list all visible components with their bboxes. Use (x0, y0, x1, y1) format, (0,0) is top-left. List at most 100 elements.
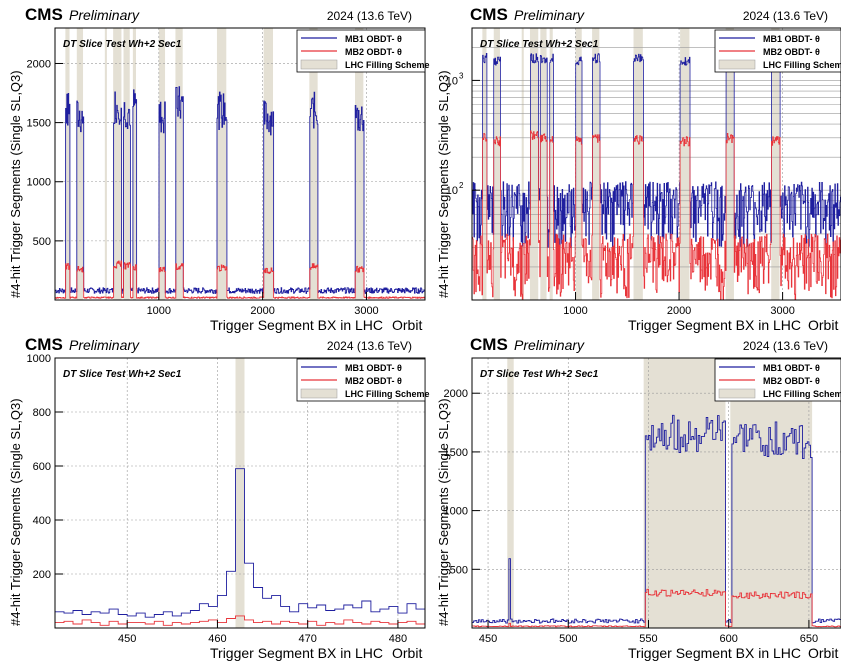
filling-band (158, 28, 166, 300)
preliminary-label: Preliminary (69, 337, 140, 353)
x-tick-label: 470 (299, 633, 317, 645)
x-axis-label: Trigger Segment BX in LHC (628, 645, 801, 661)
filling-band (521, 28, 524, 300)
x-axis-label-suffix: Orbit (808, 645, 838, 661)
filling-band (730, 358, 813, 628)
x-tick-label: 2000 (667, 305, 691, 317)
x-tick-label: 3000 (770, 305, 794, 317)
filling-band (643, 358, 726, 628)
energy-label: 2024 (13.6 TeV) (327, 9, 412, 23)
series-mb1 (55, 468, 425, 618)
legend-mb2-label: MB2 OBDT- θ (345, 376, 402, 386)
series-mb2 (472, 588, 841, 628)
filling-band (175, 28, 183, 300)
x-tick-label: 550 (639, 633, 657, 645)
legend-filling-swatch (300, 388, 338, 399)
legend-filling-label: LHC Filling Scheme (345, 389, 430, 399)
filling-band (771, 28, 780, 300)
x-tick-label: 450 (118, 633, 136, 645)
legend-filling-label: LHC Filling Scheme (345, 60, 430, 70)
filling-band (575, 28, 582, 300)
filling-band (235, 358, 245, 628)
chart-panel-1: CMS Preliminary 2024 (13.6 TeV) 1000 2000 300… (8, 5, 430, 333)
plot-frame (471, 357, 841, 629)
legend-mb1-label: MB1 OBDT- θ (763, 34, 820, 44)
series-mb1 (472, 414, 841, 624)
plot-frame (54, 27, 426, 301)
filling-band (482, 28, 487, 300)
x-axis-label: Trigger Segment BX in LHC (210, 645, 383, 661)
plot-title: DT Slice Test Wh+2 Sec1 (63, 369, 182, 380)
y-tick-exponent: 2 (459, 181, 464, 190)
y-axis-label: #4-hit Trigger Segments (Single SL,Q3) (436, 70, 451, 298)
legend-filling-label: LHC Filling Scheme (763, 389, 841, 399)
x-axis-label-suffix: Orbit (392, 317, 422, 333)
legend-mb1-label: MB1 OBDT- θ (345, 34, 402, 44)
filling-band (355, 28, 364, 300)
energy-label: 2024 (13.6 TeV) (743, 9, 828, 23)
chart-panel-2: CMS Preliminary 2024 (13.6 TeV) 1000 2000 300… (436, 5, 841, 333)
filling-band (633, 28, 643, 300)
series-mb1 (55, 86, 425, 294)
x-tick-label: 600 (720, 633, 738, 645)
x-tick-label: 1000 (147, 305, 171, 317)
filling-band (216, 28, 227, 300)
chart-panel-4: CMS Preliminary 2024 (13.6 TeV) 450 500 550 60… (436, 335, 841, 661)
preliminary-label: Preliminary (514, 7, 585, 23)
x-axis-label: Trigger Segment BX in LHC (628, 317, 801, 333)
y-axis-label: #4-hit Trigger Segments (Single SL,Q3) (8, 398, 23, 626)
y-tick-label: 2000 (444, 388, 468, 400)
y-axis-label: #4-hit Trigger Segments (Single SL,Q3) (8, 70, 23, 298)
filling-band (549, 28, 553, 300)
y-tick-label: 800 (33, 407, 51, 419)
y-tick-label: 1000 (444, 506, 468, 518)
filling-band (132, 28, 136, 300)
filling-band (113, 28, 122, 300)
filling-band (529, 28, 539, 300)
legend-filling-label: LHC Filling Scheme (763, 60, 841, 70)
cms-label: CMS (25, 5, 63, 24)
legend-mb2-label: MB2 OBDT- θ (763, 47, 820, 57)
filling-band (507, 358, 514, 628)
preliminary-label: Preliminary (69, 7, 140, 23)
filling-band (680, 28, 690, 300)
x-tick-label: 500 (559, 633, 577, 645)
x-axis-label-suffix: Orbit (392, 645, 422, 661)
series-mb2 (472, 130, 841, 300)
y-tick-label: 500 (450, 564, 468, 576)
energy-label: 2024 (13.6 TeV) (743, 339, 828, 353)
series-mb1 (472, 53, 841, 248)
cms-label: CMS (25, 335, 63, 354)
y-tick-label: 200 (33, 569, 51, 581)
series-mb2 (55, 260, 425, 299)
x-tick-label: 460 (208, 633, 226, 645)
legend-mb1-label: MB1 OBDT- θ (763, 363, 820, 373)
preliminary-label: Preliminary (514, 337, 585, 353)
filling-band (725, 28, 734, 300)
x-axis-label-suffix: Orbit (808, 317, 838, 333)
y-tick-label: 1500 (27, 118, 51, 130)
x-tick-label: 480 (389, 633, 407, 645)
cms-label: CMS (470, 5, 508, 24)
energy-label: 2024 (13.6 TeV) (327, 339, 412, 353)
y-tick-label: 500 (33, 236, 51, 248)
x-axis-label: Trigger Segment BX in LHC (210, 317, 383, 333)
filling-band (263, 28, 274, 300)
legend-filling-swatch (718, 59, 756, 70)
filling-band (540, 28, 547, 300)
x-tick-label: 450 (479, 633, 497, 645)
filling-band (65, 28, 70, 300)
filling-band (123, 28, 130, 300)
plot-title: DT Slice Test Wh+2 Sec1 (63, 39, 182, 50)
filling-band (309, 28, 318, 300)
filling-band (104, 28, 107, 300)
legend-filling-swatch (300, 59, 338, 70)
y-tick-label: 1000 (27, 353, 51, 365)
filling-band (592, 28, 600, 300)
y-tick-label: 2000 (27, 58, 51, 70)
legend-mb1-label: MB1 OBDT- θ (345, 363, 402, 373)
filling-band (493, 28, 500, 300)
chart-panel-3: CMS Preliminary 2024 (13.6 TeV) 450 460 470 48… (8, 335, 430, 661)
y-tick-label: 400 (33, 515, 51, 527)
